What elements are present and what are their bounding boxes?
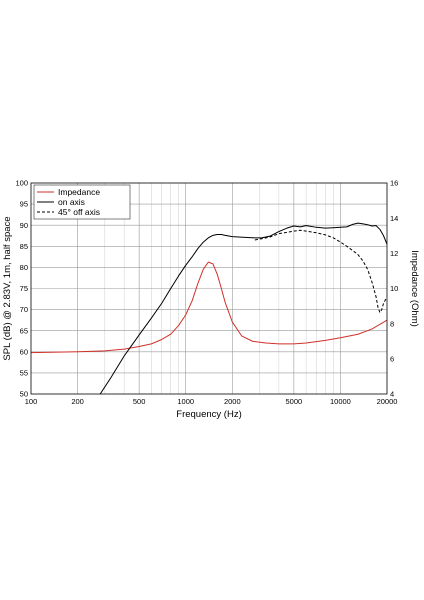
y-tick-label: 75 xyxy=(20,284,28,293)
y-tick-label: 65 xyxy=(20,326,28,335)
y2-tick-label: 10 xyxy=(390,284,398,293)
legend: Impedance on axis 45° off axis xyxy=(33,184,131,220)
y-tick-label: 95 xyxy=(20,200,28,209)
y2-tick-label: 16 xyxy=(390,179,398,188)
y2-tick-label: 14 xyxy=(390,214,398,223)
y2-tick-label: 6 xyxy=(390,354,394,363)
y-tick-label: 100 xyxy=(15,179,28,188)
x-tick-label: 10000 xyxy=(330,397,351,406)
x-tick-label: 2000 xyxy=(224,397,241,406)
y-tick-label: 80 xyxy=(20,263,28,272)
y-tick-label: 70 xyxy=(20,305,28,314)
y2-tick-label: 4 xyxy=(390,390,394,399)
y2-tick-label: 8 xyxy=(390,319,394,328)
x-tick-label: 5000 xyxy=(286,397,303,406)
legend-label-off-axis: 45° off axis xyxy=(58,207,100,217)
y-axis-title: SPL (dB) @ 2.83V, 1m, half space xyxy=(2,216,13,360)
y-tick-label: 55 xyxy=(20,369,28,378)
x-axis-title: Frequency (Hz) xyxy=(176,409,241,420)
series-on-axis-line xyxy=(99,222,387,394)
legend-label-on-axis: on axis xyxy=(58,197,85,207)
y-tick-label: 85 xyxy=(20,242,28,251)
x-tick-label: 1000 xyxy=(177,397,194,406)
series-off-axis-line xyxy=(254,229,387,314)
y-tick-label: 50 xyxy=(20,390,28,399)
tick-labels: 100 200 500 1000 2000 5000 10000 20000 50 55 60 65 7… xyxy=(15,179,398,406)
legend-label-impedance: Impedance xyxy=(58,187,100,197)
x-tick-label: 500 xyxy=(133,397,146,406)
x-tick-label: 200 xyxy=(71,397,84,406)
plot-frame xyxy=(30,182,388,395)
y-tick-label: 90 xyxy=(20,221,28,230)
series-lines xyxy=(31,222,387,394)
x-tick-label: 20000 xyxy=(377,397,398,406)
y2-tick-label: 12 xyxy=(390,249,398,258)
series-impedance-line xyxy=(31,261,387,354)
y-tick-label: 60 xyxy=(20,347,28,356)
y2-axis-title: Impedance (Ohm) xyxy=(409,250,420,327)
x-tick-label: 100 xyxy=(25,397,38,406)
